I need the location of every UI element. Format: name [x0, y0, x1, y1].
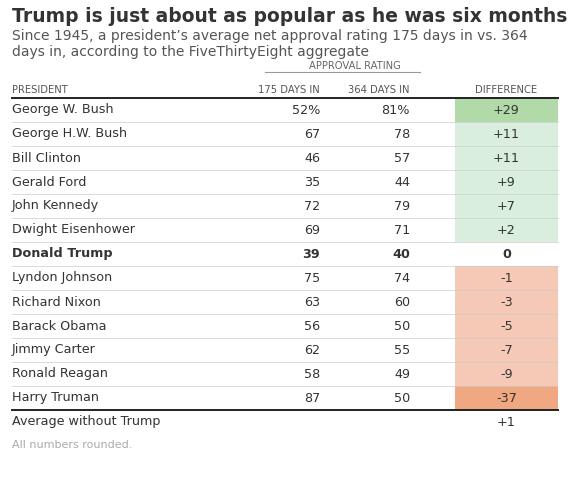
Text: All numbers rounded.: All numbers rounded. — [12, 440, 132, 450]
Text: 78: 78 — [394, 127, 410, 141]
Text: 72: 72 — [304, 200, 320, 212]
Text: Ronald Reagan: Ronald Reagan — [12, 367, 108, 381]
Text: 71: 71 — [394, 224, 410, 237]
Text: 74: 74 — [394, 271, 410, 285]
Text: 81%: 81% — [381, 103, 410, 117]
Text: -7: -7 — [500, 344, 513, 357]
Text: 79: 79 — [394, 200, 410, 212]
Text: 55: 55 — [394, 344, 410, 357]
Text: -1: -1 — [500, 271, 513, 285]
Bar — [455, 314, 558, 338]
Text: 49: 49 — [394, 367, 410, 381]
Text: Harry Truman: Harry Truman — [12, 391, 99, 405]
Text: 50: 50 — [394, 320, 410, 332]
Bar — [455, 266, 558, 290]
Text: 175 DAYS IN: 175 DAYS IN — [258, 85, 320, 95]
Text: Trump is just about as popular as he was six months ago: Trump is just about as popular as he was… — [12, 7, 570, 26]
Text: 0: 0 — [502, 247, 511, 261]
Bar — [455, 362, 558, 386]
Text: 60: 60 — [394, 296, 410, 308]
Text: Since 1945, a president’s average net approval rating 175 days in vs. 364
days i: Since 1945, a president’s average net ap… — [12, 29, 528, 59]
Bar — [455, 386, 558, 410]
Text: +11: +11 — [493, 151, 520, 164]
Text: 39: 39 — [302, 247, 320, 261]
Text: APPROVAL RATING: APPROVAL RATING — [309, 61, 401, 71]
Text: Average without Trump: Average without Trump — [12, 415, 161, 428]
Bar — [455, 194, 558, 218]
Text: John Kennedy: John Kennedy — [12, 200, 99, 212]
Text: 46: 46 — [304, 151, 320, 164]
Text: Richard Nixon: Richard Nixon — [12, 296, 101, 308]
Text: Lyndon Johnson: Lyndon Johnson — [12, 271, 112, 285]
Text: -5: -5 — [500, 320, 513, 332]
Text: -9: -9 — [500, 367, 513, 381]
Bar — [455, 122, 558, 146]
Text: +7: +7 — [497, 200, 516, 212]
Text: 56: 56 — [304, 320, 320, 332]
Bar — [455, 290, 558, 314]
Text: Donald Trump: Donald Trump — [12, 247, 113, 261]
Text: 87: 87 — [304, 391, 320, 405]
Text: +29: +29 — [493, 103, 520, 117]
Text: +9: +9 — [497, 176, 516, 188]
Bar — [455, 218, 558, 242]
Text: 35: 35 — [304, 176, 320, 188]
Text: Barack Obama: Barack Obama — [12, 320, 107, 332]
Text: 57: 57 — [394, 151, 410, 164]
Text: PRESIDENT: PRESIDENT — [12, 85, 68, 95]
Text: +2: +2 — [497, 224, 516, 237]
Text: Bill Clinton: Bill Clinton — [12, 151, 81, 164]
Text: -3: -3 — [500, 296, 513, 308]
Text: 50: 50 — [394, 391, 410, 405]
Text: 364 DAYS IN: 364 DAYS IN — [348, 85, 410, 95]
Bar — [455, 170, 558, 194]
Text: Jimmy Carter: Jimmy Carter — [12, 344, 96, 357]
Text: George W. Bush: George W. Bush — [12, 103, 113, 117]
Text: -37: -37 — [496, 391, 517, 405]
Text: 44: 44 — [394, 176, 410, 188]
Text: Dwight Eisenhower: Dwight Eisenhower — [12, 224, 135, 237]
Bar — [455, 146, 558, 170]
Text: Gerald Ford: Gerald Ford — [12, 176, 87, 188]
Text: 69: 69 — [304, 224, 320, 237]
Text: 62: 62 — [304, 344, 320, 357]
Bar — [455, 338, 558, 362]
Text: George H.W. Bush: George H.W. Bush — [12, 127, 127, 141]
Text: 40: 40 — [392, 247, 410, 261]
Text: 52%: 52% — [292, 103, 320, 117]
Text: 75: 75 — [304, 271, 320, 285]
Text: 67: 67 — [304, 127, 320, 141]
Bar — [455, 98, 558, 122]
Text: 63: 63 — [304, 296, 320, 308]
Text: DIFFERENCE: DIFFERENCE — [475, 85, 538, 95]
Text: +1: +1 — [497, 415, 516, 428]
Text: 58: 58 — [304, 367, 320, 381]
Text: +11: +11 — [493, 127, 520, 141]
